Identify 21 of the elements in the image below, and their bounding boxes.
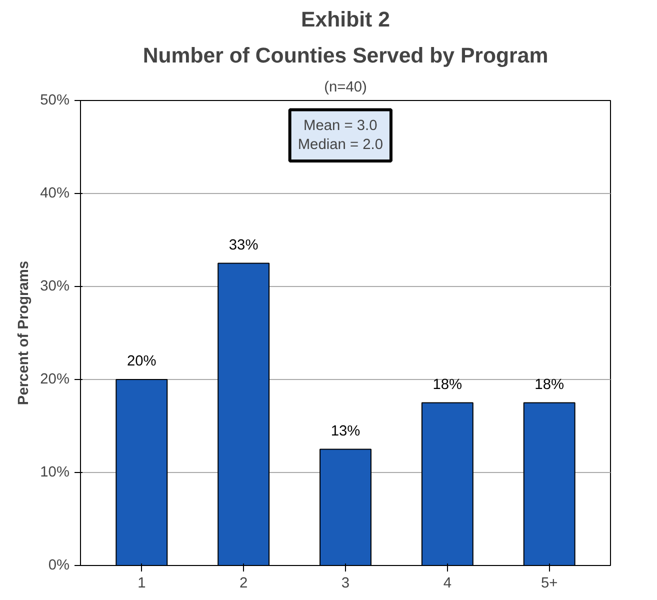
annotation: Mean = 3.0 Median = 2.0	[298, 118, 383, 153]
text: Exhibit 2	[301, 8, 390, 32]
x-tick-label: 3	[341, 576, 350, 592]
data-label: 13%	[330, 423, 360, 440]
x-tick-label: 4	[443, 576, 452, 592]
data-label: 33%	[228, 237, 258, 254]
chart-subtitle: (n=40)	[324, 80, 367, 96]
y-tick-label: 40%	[40, 186, 70, 202]
y-tick-label: 30%	[40, 278, 70, 294]
x-tick-label: 2	[240, 576, 248, 592]
data-label: 18%	[432, 376, 462, 393]
y-tick-label: 50%	[40, 92, 70, 108]
x-tick-label: 1	[138, 576, 146, 592]
y-tick-label: 10%	[40, 464, 70, 480]
x-tick-label: 5+	[540, 576, 558, 592]
chart-title: Number of Counties Served by Program	[142, 44, 548, 68]
y-tick-label: 0%	[48, 558, 70, 574]
y-tick-label: 20%	[40, 372, 70, 388]
data-label: 20%	[126, 354, 156, 370]
data-label: 18%	[534, 376, 564, 393]
y-axis-title: Percent of Programs	[16, 260, 32, 406]
